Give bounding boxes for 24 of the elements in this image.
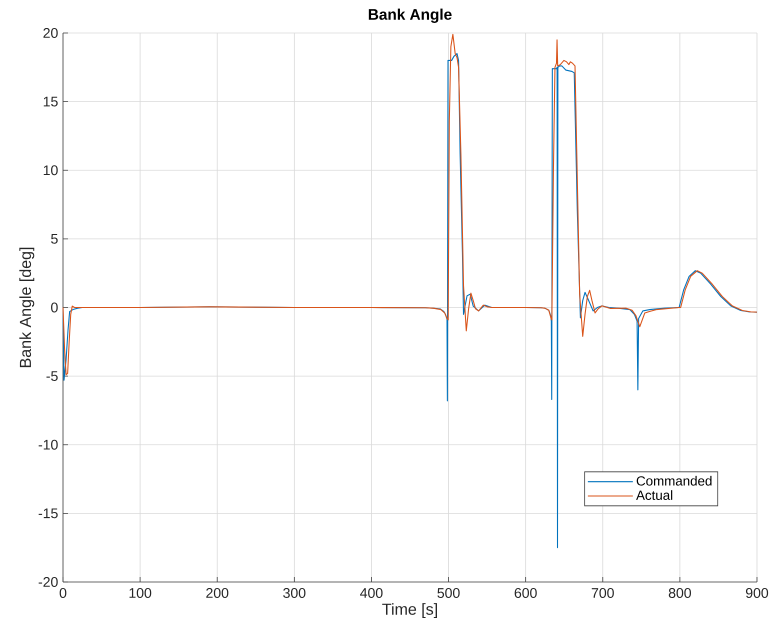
y-tick-label: 0 — [51, 302, 58, 312]
y-tick-label: 10 — [44, 165, 58, 176]
y-tick-label: -15 — [38, 508, 58, 518]
x-tick-label: 400 — [360, 588, 383, 598]
chart-title: Bank Angle — [368, 8, 452, 23]
y-tick-label: -10 — [38, 440, 58, 450]
x-tick-label: 200 — [206, 588, 228, 598]
y-tick-label: 20 — [43, 28, 58, 38]
legend-label: Commanded — [636, 476, 712, 486]
x-tick-label: 500 — [437, 588, 460, 598]
y-tick-label: -20 — [38, 577, 58, 587]
legend-label: Actual — [636, 490, 672, 500]
y-tick-label: 5 — [51, 234, 58, 244]
y-tick-label: 15 — [44, 96, 58, 107]
y-axis-title: Bank Angle [deg] — [19, 248, 34, 368]
x-axis-title: Time [s] — [382, 603, 437, 618]
x-tick-label: 600 — [514, 588, 537, 598]
x-tick-label: 900 — [746, 588, 768, 598]
x-tick-label: 800 — [668, 588, 691, 598]
x-tick-label: 0 — [60, 588, 66, 598]
x-tick-label: 300 — [283, 588, 306, 598]
x-tick-label: 100 — [130, 588, 152, 598]
y-tick-label: -5 — [46, 371, 58, 382]
x-tick-label: 700 — [592, 588, 614, 598]
